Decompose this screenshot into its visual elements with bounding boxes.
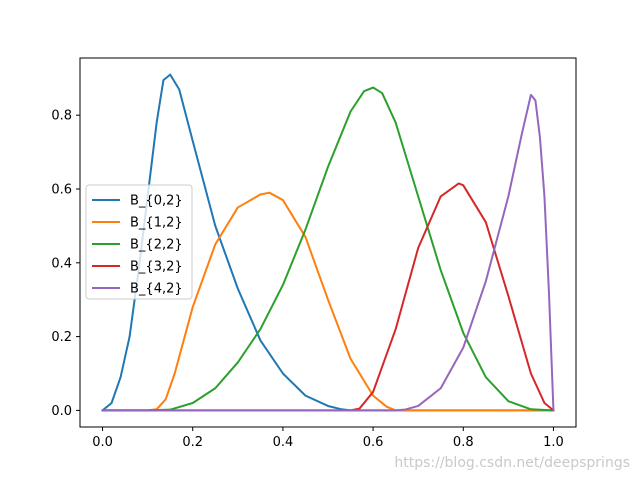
series-line-4 bbox=[101, 93, 555, 412]
x-axis-ticks: 0.0 0.2 0.4 0.6 0.8 1.0 bbox=[92, 427, 564, 450]
legend-label-3: B_{3,2} bbox=[130, 260, 183, 275]
legend-box bbox=[85, 184, 193, 300]
y-tick-label: 0.4 bbox=[51, 256, 72, 271]
x-tick-label: 1.0 bbox=[543, 435, 564, 450]
legend-label-4: B_{4,2} bbox=[130, 282, 183, 297]
y-tick-label: 0.6 bbox=[51, 182, 72, 197]
x-tick-label: 0.0 bbox=[92, 435, 113, 450]
x-tick-label: 0.4 bbox=[273, 435, 294, 450]
plot-frame bbox=[79, 57, 577, 428]
x-tick-label: 0.2 bbox=[182, 435, 203, 450]
watermark: https://blog.csdn.net/deepsprings bbox=[394, 455, 630, 471]
series-line-1 bbox=[101, 191, 555, 412]
legend-label-0: B_{0,2} bbox=[130, 194, 183, 209]
y-axis-ticks: 0.0 0.2 0.4 0.6 0.8 bbox=[51, 109, 80, 419]
legend-label-2: B_{2,2} bbox=[130, 238, 183, 253]
y-tick-label: 0.0 bbox=[51, 404, 72, 419]
y-tick-label: 0.2 bbox=[51, 330, 72, 345]
x-tick-label: 0.8 bbox=[453, 435, 474, 450]
x-tick-label: 0.6 bbox=[363, 435, 384, 450]
series-line-2 bbox=[101, 86, 555, 412]
legend: B_{0,2} B_{1,2} B_{2,2} B_{3,2} B_{4,2} bbox=[85, 184, 193, 300]
y-tick-label: 0.8 bbox=[51, 109, 72, 124]
legend-label-1: B_{1,2} bbox=[130, 216, 183, 231]
